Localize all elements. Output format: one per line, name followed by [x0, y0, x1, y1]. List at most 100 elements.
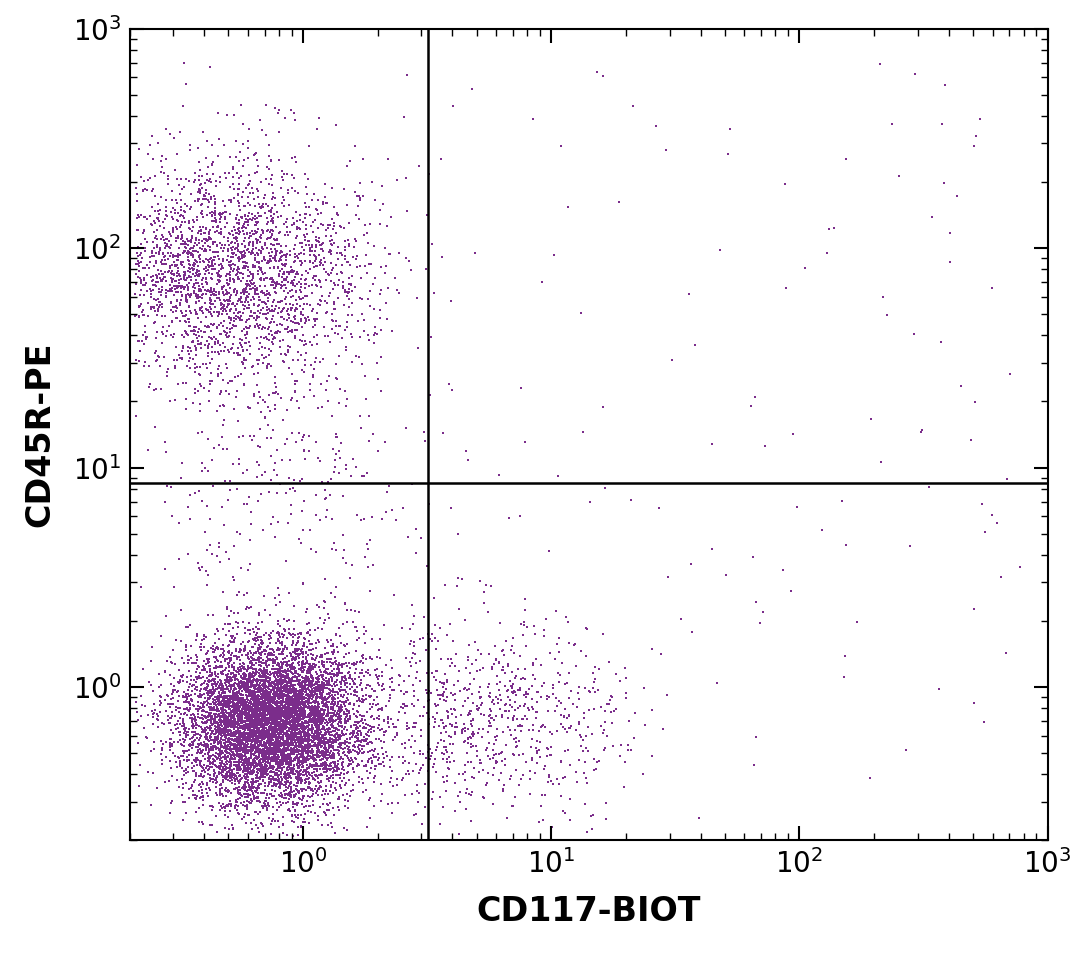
Point [258, 787, 275, 802]
Point [216, 750, 233, 765]
Point [195, 662, 213, 677]
Point [267, 707, 284, 722]
Point [235, 794, 253, 809]
Point [455, 716, 472, 732]
Point [265, 679, 282, 694]
Point [332, 732, 349, 747]
Point [244, 237, 261, 252]
Point [217, 340, 234, 355]
Point [151, 246, 168, 262]
Point [246, 681, 264, 696]
Point [276, 638, 294, 653]
Point [227, 737, 244, 753]
Point [203, 672, 220, 688]
Point [301, 665, 319, 680]
Point [459, 731, 476, 746]
Point [279, 679, 296, 694]
Point [215, 689, 232, 704]
Point [285, 255, 302, 270]
Point [241, 668, 258, 683]
Point [240, 699, 257, 714]
Point [373, 776, 390, 792]
Point [336, 732, 353, 748]
Point [256, 736, 273, 752]
Point [225, 688, 242, 703]
Point [144, 244, 161, 259]
Point [199, 710, 216, 725]
Point [171, 675, 188, 690]
Point [192, 340, 210, 355]
Point [166, 281, 184, 296]
Point [644, 702, 661, 717]
Point [233, 719, 251, 734]
Point [246, 710, 264, 725]
Point [268, 728, 285, 743]
Point [199, 758, 216, 774]
Point [247, 733, 265, 749]
Point [225, 230, 242, 245]
Point [288, 778, 306, 794]
Point [998, 645, 1015, 660]
Point [596, 741, 613, 756]
Point [313, 647, 330, 663]
Point [276, 727, 294, 742]
Point [318, 664, 335, 679]
Point [239, 497, 256, 512]
Point [254, 743, 271, 758]
Point [249, 366, 267, 381]
Point [295, 662, 312, 677]
Point [291, 711, 308, 727]
Point [237, 705, 254, 720]
Point [254, 254, 271, 269]
Point [327, 668, 345, 683]
Point [258, 287, 275, 303]
Point [265, 423, 282, 438]
Point [271, 704, 288, 719]
Point [227, 370, 244, 385]
Point [230, 196, 247, 211]
Point [187, 740, 204, 755]
Point [190, 669, 207, 685]
Point [282, 742, 299, 757]
Point [237, 707, 254, 722]
Point [271, 743, 288, 758]
Point [221, 713, 239, 729]
Point [253, 706, 270, 721]
Point [313, 656, 330, 671]
Point [234, 764, 252, 779]
Point [283, 714, 300, 730]
Point [339, 602, 356, 617]
Point [323, 684, 340, 699]
Point [281, 743, 298, 758]
Point [283, 684, 300, 699]
Point [238, 585, 255, 601]
Point [276, 770, 294, 785]
Point [311, 354, 328, 370]
Point [203, 740, 220, 755]
Point [215, 707, 232, 722]
Point [222, 744, 240, 759]
Point [249, 757, 267, 773]
Point [222, 748, 240, 763]
Point [136, 209, 153, 224]
Point [298, 782, 315, 797]
Point [349, 260, 366, 275]
Point [292, 791, 309, 806]
Point [235, 717, 253, 732]
Point [336, 706, 353, 721]
Point [322, 699, 339, 714]
Point [278, 692, 295, 708]
Point [226, 696, 243, 711]
Point [292, 768, 309, 783]
Point [265, 210, 282, 225]
Point [235, 737, 253, 753]
Point [238, 319, 255, 334]
Point [234, 705, 252, 720]
Point [281, 775, 298, 791]
Point [291, 713, 308, 729]
Point [237, 248, 254, 264]
Point [216, 686, 233, 701]
Point [184, 747, 201, 762]
Point [253, 719, 270, 734]
Point [183, 232, 200, 247]
